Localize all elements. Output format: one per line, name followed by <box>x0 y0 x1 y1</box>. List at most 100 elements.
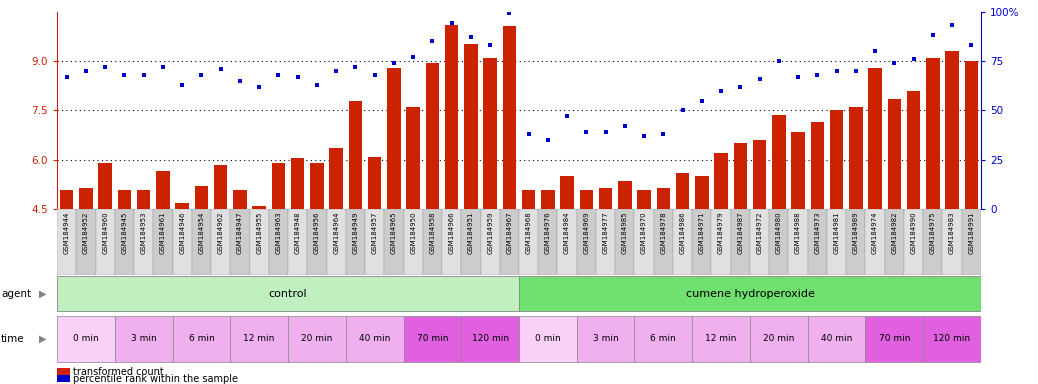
Bar <box>749 209 769 275</box>
Bar <box>884 209 904 275</box>
Bar <box>904 209 923 275</box>
Bar <box>445 25 459 358</box>
Bar <box>634 209 654 275</box>
Bar <box>307 209 327 275</box>
Point <box>97 64 113 70</box>
Text: 12 min: 12 min <box>706 334 737 343</box>
Point <box>290 74 306 80</box>
Bar <box>577 316 634 362</box>
Point <box>925 32 941 38</box>
Text: GSM184989: GSM184989 <box>853 211 858 254</box>
Point <box>752 76 768 82</box>
Point <box>347 64 363 70</box>
Point <box>443 20 460 26</box>
Bar <box>481 209 499 275</box>
Bar <box>519 209 539 275</box>
Text: GSM184958: GSM184958 <box>430 211 435 254</box>
Bar <box>849 107 863 358</box>
Bar <box>172 209 192 275</box>
Bar <box>269 209 288 275</box>
Point <box>193 72 210 78</box>
Text: 3 min: 3 min <box>131 334 157 343</box>
Text: ▶: ▶ <box>39 334 47 344</box>
Point <box>58 74 75 80</box>
Text: control: control <box>269 289 307 299</box>
Bar <box>387 68 401 358</box>
Point <box>425 38 441 44</box>
Bar <box>214 165 227 358</box>
Bar <box>175 203 189 358</box>
Point <box>558 113 575 119</box>
Text: percentile rank within the sample: percentile rank within the sample <box>73 374 238 384</box>
Point <box>155 64 171 70</box>
Bar <box>923 316 981 362</box>
Point <box>693 98 710 104</box>
Bar <box>230 209 249 275</box>
Text: GSM184947: GSM184947 <box>237 211 243 254</box>
Bar <box>137 190 151 358</box>
Bar <box>57 316 115 362</box>
Text: GSM184964: GSM184964 <box>333 211 339 254</box>
Bar <box>539 209 557 275</box>
Point <box>675 107 691 114</box>
Bar <box>442 209 461 275</box>
Text: GSM184963: GSM184963 <box>275 211 281 254</box>
Bar <box>77 209 95 275</box>
Bar <box>522 190 536 358</box>
Bar <box>134 209 154 275</box>
Point <box>328 68 345 74</box>
Point <box>463 34 480 40</box>
Text: 120 min: 120 min <box>471 334 509 343</box>
Text: GSM184962: GSM184962 <box>218 211 223 254</box>
Bar <box>117 190 131 358</box>
Bar <box>230 316 288 362</box>
Bar <box>946 51 959 358</box>
Bar <box>211 209 230 275</box>
Bar <box>926 58 939 358</box>
Bar <box>499 209 519 275</box>
Bar <box>384 209 404 275</box>
Point <box>617 123 633 129</box>
Bar <box>961 209 981 275</box>
Bar <box>57 276 519 311</box>
Bar <box>95 209 115 275</box>
Bar <box>599 188 612 358</box>
Text: GSM184971: GSM184971 <box>699 211 705 254</box>
Text: GSM184981: GSM184981 <box>834 211 840 254</box>
Bar <box>791 132 804 358</box>
Point <box>520 131 537 137</box>
Bar <box>695 176 709 358</box>
Bar <box>192 209 211 275</box>
Text: GSM184961: GSM184961 <box>160 211 166 254</box>
Point <box>828 68 845 74</box>
Text: cumene hydroperoxide: cumene hydroperoxide <box>685 289 815 299</box>
Point <box>366 72 383 78</box>
Text: GSM184980: GSM184980 <box>775 211 782 254</box>
Text: time: time <box>1 334 25 344</box>
Text: GSM184956: GSM184956 <box>313 211 320 254</box>
Point <box>597 129 613 135</box>
Bar <box>808 209 827 275</box>
Text: GSM184954: GSM184954 <box>198 211 204 253</box>
Point <box>270 72 286 78</box>
Point <box>636 133 653 139</box>
Text: GSM184949: GSM184949 <box>353 211 358 254</box>
Bar <box>637 190 651 358</box>
Point <box>790 74 807 80</box>
Bar <box>288 209 307 275</box>
Text: GSM184973: GSM184973 <box>815 211 820 254</box>
Point <box>116 72 133 78</box>
Bar <box>426 63 439 358</box>
Bar <box>676 173 689 358</box>
Text: GSM184959: GSM184959 <box>487 211 493 254</box>
Bar <box>404 316 461 362</box>
Bar <box>329 148 343 358</box>
Text: GSM184950: GSM184950 <box>410 211 416 254</box>
Bar <box>195 186 209 358</box>
Bar <box>616 209 634 275</box>
Bar <box>272 163 285 358</box>
Bar <box>692 209 711 275</box>
Bar <box>484 58 497 358</box>
Text: GSM184983: GSM184983 <box>949 211 955 254</box>
Text: 6 min: 6 min <box>651 334 676 343</box>
